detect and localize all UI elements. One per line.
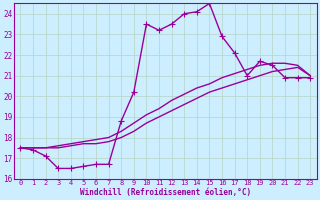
X-axis label: Windchill (Refroidissement éolien,°C): Windchill (Refroidissement éolien,°C) — [80, 188, 251, 197]
